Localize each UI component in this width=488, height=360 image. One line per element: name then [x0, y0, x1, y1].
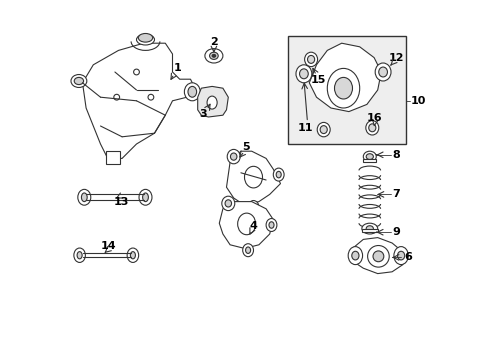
- Ellipse shape: [237, 213, 255, 235]
- Ellipse shape: [78, 189, 91, 205]
- Ellipse shape: [133, 69, 139, 75]
- Text: 16: 16: [366, 113, 382, 123]
- Ellipse shape: [304, 52, 317, 67]
- Bar: [106, 151, 120, 164]
- Ellipse shape: [74, 248, 85, 262]
- Ellipse shape: [206, 96, 217, 109]
- Ellipse shape: [366, 226, 373, 231]
- Ellipse shape: [242, 244, 253, 257]
- Bar: [363, 159, 375, 162]
- Ellipse shape: [187, 86, 196, 97]
- Ellipse shape: [212, 54, 215, 57]
- Ellipse shape: [224, 200, 231, 207]
- Ellipse shape: [320, 126, 326, 134]
- Text: 10: 10: [410, 96, 426, 106]
- Ellipse shape: [209, 52, 218, 59]
- Ellipse shape: [222, 196, 234, 211]
- Ellipse shape: [227, 149, 240, 164]
- Ellipse shape: [367, 246, 388, 267]
- Ellipse shape: [245, 247, 250, 253]
- Ellipse shape: [77, 252, 82, 259]
- Ellipse shape: [334, 77, 352, 99]
- Ellipse shape: [295, 65, 311, 83]
- Ellipse shape: [148, 94, 153, 100]
- Text: 5: 5: [241, 142, 249, 152]
- Ellipse shape: [366, 154, 373, 159]
- Text: 14: 14: [101, 240, 116, 251]
- Text: 4: 4: [249, 221, 257, 231]
- Bar: [287, 36, 406, 144]
- Ellipse shape: [130, 252, 135, 259]
- Polygon shape: [197, 86, 228, 117]
- Ellipse shape: [230, 153, 237, 160]
- Ellipse shape: [204, 49, 223, 63]
- Ellipse shape: [244, 166, 262, 188]
- Ellipse shape: [361, 223, 377, 234]
- Ellipse shape: [299, 69, 307, 79]
- Ellipse shape: [372, 251, 383, 262]
- Bar: [361, 229, 377, 232]
- Ellipse shape: [138, 33, 152, 42]
- Ellipse shape: [265, 219, 276, 231]
- Ellipse shape: [139, 189, 152, 205]
- Ellipse shape: [142, 193, 148, 202]
- Ellipse shape: [363, 151, 375, 162]
- Ellipse shape: [74, 77, 83, 85]
- Polygon shape: [352, 238, 402, 274]
- Text: 15: 15: [309, 75, 325, 85]
- Polygon shape: [219, 202, 273, 248]
- Text: 1: 1: [174, 63, 182, 73]
- Text: 13: 13: [113, 197, 129, 207]
- Ellipse shape: [136, 34, 154, 45]
- Polygon shape: [226, 151, 280, 205]
- Text: 12: 12: [388, 53, 404, 63]
- Ellipse shape: [127, 248, 139, 262]
- Polygon shape: [309, 43, 381, 112]
- Ellipse shape: [326, 68, 359, 108]
- Text: 6: 6: [404, 252, 412, 262]
- Ellipse shape: [378, 67, 386, 77]
- Ellipse shape: [247, 201, 258, 213]
- Ellipse shape: [276, 171, 281, 178]
- Text: 9: 9: [391, 227, 399, 237]
- Ellipse shape: [184, 83, 200, 101]
- Polygon shape: [82, 43, 194, 158]
- Ellipse shape: [307, 55, 314, 63]
- Ellipse shape: [368, 124, 375, 132]
- Ellipse shape: [393, 247, 407, 265]
- Text: 11: 11: [297, 123, 312, 133]
- Ellipse shape: [374, 63, 390, 81]
- Text: 2: 2: [209, 37, 217, 47]
- Ellipse shape: [71, 75, 87, 87]
- Ellipse shape: [365, 121, 378, 135]
- Ellipse shape: [268, 222, 273, 228]
- Ellipse shape: [114, 94, 120, 100]
- Ellipse shape: [250, 204, 256, 210]
- Ellipse shape: [347, 247, 362, 265]
- Ellipse shape: [397, 251, 404, 260]
- Ellipse shape: [317, 122, 329, 137]
- Text: 7: 7: [391, 189, 399, 199]
- Ellipse shape: [351, 251, 358, 260]
- Ellipse shape: [273, 168, 284, 181]
- Text: 3: 3: [199, 109, 206, 120]
- Ellipse shape: [81, 193, 87, 202]
- Text: 8: 8: [391, 150, 399, 160]
